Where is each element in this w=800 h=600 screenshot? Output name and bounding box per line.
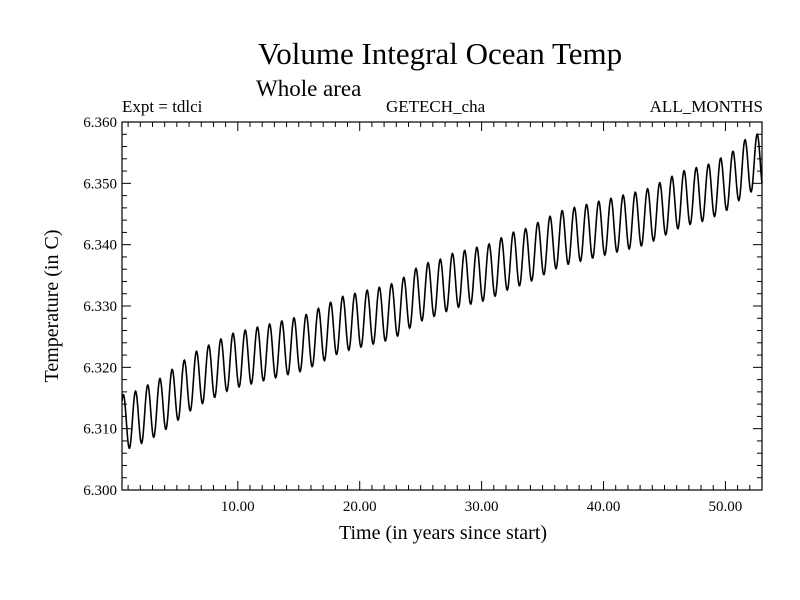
period-label: ALL_MONTHS (649, 97, 763, 116)
y-tick-label: 6.320 (83, 360, 117, 376)
y-tick-label: 6.310 (83, 422, 117, 438)
y-axis-label: Temperature (in C) (41, 230, 63, 383)
x-tick-label: 20.00 (343, 499, 377, 515)
plot-frame (121, 121, 763, 491)
run-label: GETECH_cha (386, 97, 486, 116)
y-tick-label: 6.350 (83, 176, 117, 192)
chart-title: Volume Integral Ocean Temp (257, 36, 623, 71)
x-axis-label: Time (in years since start) (339, 522, 547, 544)
y-tick-label: 6.300 (83, 483, 117, 499)
x-tick-label: 40.00 (587, 499, 621, 515)
chart-subtitle: Whole area (256, 76, 362, 101)
x-tick-label: 30.00 (465, 499, 499, 515)
series-line-0 (121, 132, 763, 450)
y-tick-label: 6.360 (83, 115, 117, 131)
y-tick-label: 6.340 (83, 238, 117, 254)
experiment-label: Expt = tdlci (122, 97, 203, 116)
x-tick-label: 10.00 (221, 499, 255, 515)
x-tick-label: 50.00 (709, 499, 743, 515)
y-tick-label: 6.330 (83, 299, 117, 315)
